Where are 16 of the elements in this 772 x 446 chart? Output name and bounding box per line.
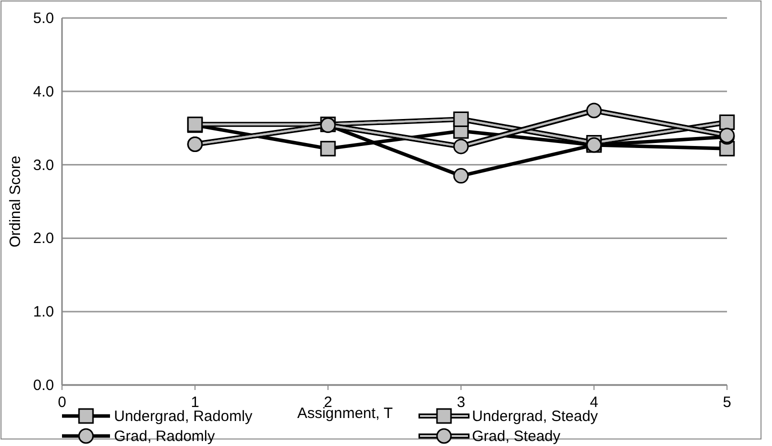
x-tick-label: 1 (190, 394, 200, 411)
y-tick-label: 2.0 (33, 230, 54, 248)
y-tick-label: 0.0 (33, 377, 54, 394)
y-tick-label: 4.0 (33, 83, 54, 100)
x-tick-label: 4 (590, 394, 598, 411)
x-tick-label: 5 (722, 394, 732, 411)
legend-label: Grad, Steady (472, 428, 561, 445)
legend-label: Undergrad, Steady (472, 408, 598, 425)
y-tick-label: 1.0 (33, 304, 54, 321)
x-tick-label: 0 (58, 394, 66, 411)
y-tick-label: 3.0 (33, 156, 54, 174)
y-tick-label: 5.0 (33, 10, 54, 27)
legend-label: Undergrad, Radomly (114, 408, 253, 425)
legend-label: Grad, Radomly (114, 428, 216, 445)
x-tick-label: 3 (456, 394, 466, 411)
y-axis-title: Ordinal Score (7, 156, 24, 248)
